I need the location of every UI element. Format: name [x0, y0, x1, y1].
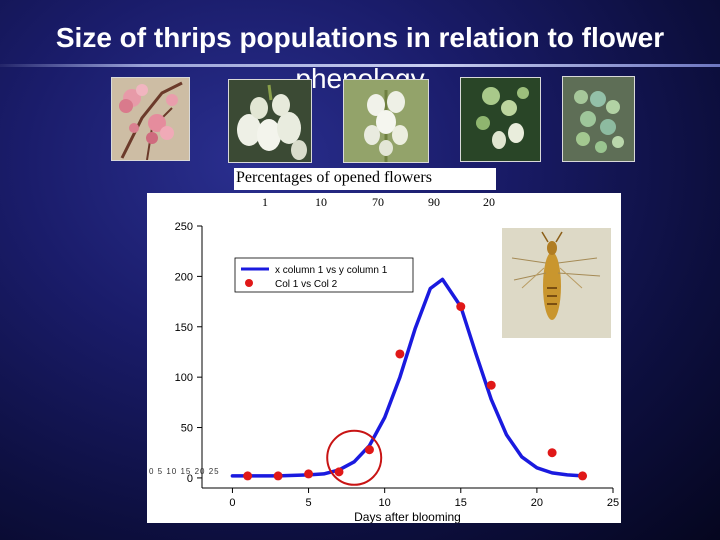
flower-photo-1 [111, 77, 190, 161]
x-tick-label-3: 15 [455, 497, 467, 509]
x-tick-label-2: 10 [379, 497, 391, 509]
flower-photo-2 [228, 79, 312, 163]
chart-svg: 0 50 100 150 200 250 0 5 10 15 20 25 Days after bloo… [149, 221, 619, 523]
percent-label-4: 90 [428, 195, 440, 209]
percent-label-2: 10 [315, 195, 327, 209]
legend-label-points: Col 1 vs Col 2 [275, 279, 338, 290]
data-point [395, 349, 405, 359]
flower-photo-3 [343, 79, 429, 163]
x-tick-label-4: 20 [531, 497, 543, 509]
y-tick-label-0: 0 [187, 473, 193, 485]
data-point [547, 448, 557, 458]
percent-label-3: 70 [372, 195, 384, 209]
legend-point-swatch [245, 279, 253, 287]
thrips-photo [502, 228, 611, 338]
flower-photo-4 [460, 77, 541, 162]
x-tick-label-1: 5 [305, 497, 311, 509]
slide-title: Size of thrips populations in relation t… [55, 22, 665, 53]
x-tick-label-0: 0 [229, 497, 235, 509]
data-point [243, 471, 253, 481]
data-point [578, 471, 588, 481]
y-tick-label-4: 200 [175, 271, 193, 283]
data-point [304, 469, 314, 479]
y-tick-label-5: 250 [175, 221, 193, 233]
y-tick-label-1: 50 [181, 423, 193, 435]
percent-label-5: 20 [483, 195, 495, 209]
data-point [364, 445, 374, 455]
legend-box [234, 257, 414, 293]
series-line [230, 277, 585, 478]
ghost-tick-text: 0 5 10 15 20 25 [149, 467, 220, 476]
legend-label-line: x column 1 vs y column 1 [275, 265, 388, 276]
y-tick-label-2: 100 [175, 372, 193, 384]
title-underline [0, 64, 720, 67]
x-tick-label-5: 25 [607, 497, 619, 509]
annotation-circle [326, 429, 383, 486]
data-point [334, 467, 344, 477]
data-point [456, 302, 466, 312]
x-axis-label: Days after blooming [354, 510, 461, 523]
percent-label-1: 1 [262, 195, 268, 209]
data-point [273, 471, 283, 481]
y-tick-label-3: 150 [175, 322, 193, 334]
percent-labels: 1 10 70 90 20 [0, 195, 720, 211]
flower-photo-5 [562, 76, 635, 162]
phenology-caption: Percentages of opened flowers [234, 168, 496, 190]
data-point [486, 380, 496, 390]
